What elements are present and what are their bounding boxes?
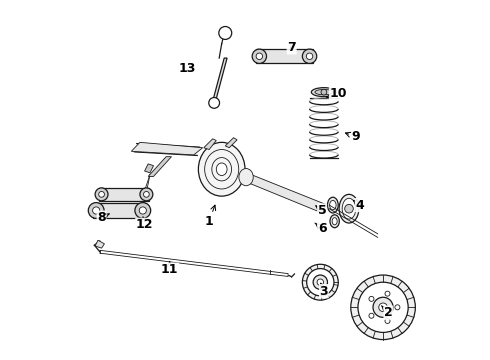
Circle shape (93, 207, 100, 214)
Polygon shape (98, 188, 149, 201)
Ellipse shape (205, 149, 239, 189)
Circle shape (209, 98, 220, 108)
Circle shape (302, 49, 317, 63)
Ellipse shape (330, 215, 339, 228)
Circle shape (385, 291, 390, 296)
Circle shape (317, 279, 323, 285)
Ellipse shape (216, 163, 227, 176)
Ellipse shape (330, 201, 336, 210)
Circle shape (219, 27, 232, 40)
Circle shape (302, 264, 338, 300)
Ellipse shape (311, 87, 337, 96)
Text: 1: 1 (205, 205, 216, 228)
Text: 9: 9 (345, 130, 361, 144)
Ellipse shape (212, 158, 232, 181)
Circle shape (321, 89, 327, 95)
Circle shape (369, 296, 374, 301)
Circle shape (385, 319, 390, 323)
Text: 4: 4 (353, 199, 364, 212)
Polygon shape (148, 157, 171, 176)
Text: 6: 6 (315, 222, 326, 235)
Polygon shape (204, 139, 216, 149)
Circle shape (379, 303, 388, 312)
Ellipse shape (198, 142, 245, 196)
Polygon shape (243, 173, 327, 212)
Circle shape (373, 297, 393, 318)
Text: 7: 7 (287, 41, 296, 54)
Circle shape (135, 203, 151, 219)
Text: 12: 12 (136, 217, 153, 231)
Circle shape (307, 269, 334, 296)
Polygon shape (93, 203, 147, 219)
Text: 10: 10 (326, 87, 347, 100)
Text: 3: 3 (319, 283, 328, 298)
Ellipse shape (342, 198, 356, 219)
Circle shape (140, 188, 153, 201)
Circle shape (256, 53, 263, 59)
Polygon shape (256, 49, 313, 63)
Text: 5: 5 (316, 204, 326, 217)
Circle shape (313, 275, 327, 289)
Polygon shape (131, 142, 203, 155)
Circle shape (395, 305, 400, 310)
Ellipse shape (339, 194, 359, 223)
Polygon shape (213, 58, 227, 101)
Ellipse shape (327, 197, 338, 213)
Text: 8: 8 (97, 211, 109, 224)
Text: 2: 2 (382, 306, 393, 319)
Ellipse shape (315, 89, 333, 95)
Circle shape (369, 313, 374, 318)
Text: 13: 13 (179, 62, 196, 75)
Ellipse shape (239, 168, 253, 186)
Circle shape (252, 49, 267, 63)
Circle shape (306, 53, 313, 59)
Circle shape (95, 188, 108, 201)
Polygon shape (95, 240, 104, 248)
Circle shape (139, 207, 147, 214)
Circle shape (88, 203, 104, 219)
Polygon shape (145, 164, 153, 173)
Text: 11: 11 (161, 262, 178, 276)
Ellipse shape (332, 218, 337, 225)
Circle shape (144, 192, 149, 197)
Circle shape (98, 192, 104, 197)
Circle shape (344, 204, 353, 213)
Polygon shape (225, 138, 237, 148)
Circle shape (351, 275, 416, 339)
Circle shape (358, 282, 408, 332)
